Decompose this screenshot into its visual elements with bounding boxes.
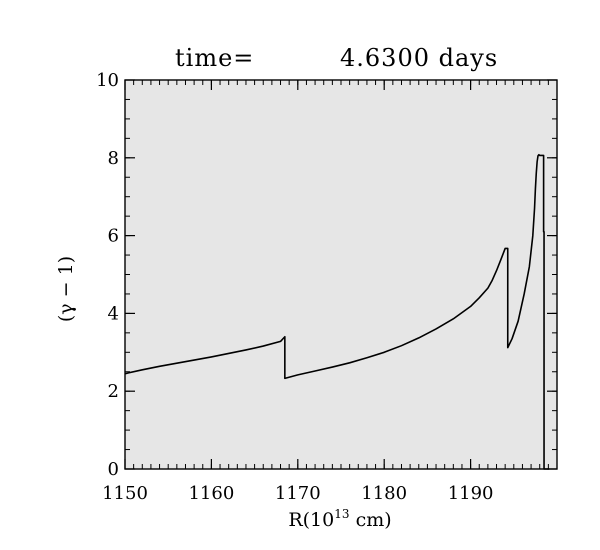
y-tick-label: 4 [108,303,119,324]
chart-title-prefix: time= [175,44,254,72]
x-axis-label-unit: cm) [350,509,392,531]
y-tick-label: 2 [108,381,119,402]
series-line [124,153,550,470]
x-axis-label: R(1013 cm) [288,507,391,531]
x-tick-label: 1170 [275,483,321,504]
y-tick-label: 0 [108,459,119,480]
x-axis-label-main: R(10 [288,509,334,531]
y-tick-label: 8 [108,148,119,169]
y-tick-label: 6 [108,226,119,247]
plot-frame [124,79,558,470]
x-tick-label: 1160 [188,483,234,504]
y-tick-label: 10 [96,70,119,91]
x-tick-label: 1190 [448,483,494,504]
y-axis-label: (γ − 1) [55,256,77,322]
chart-title-value: 4.6300 days [340,44,498,72]
x-tick-labels: 1150 1160 1170 1180 1190 [102,483,493,504]
y-tick-labels: 0 2 4 6 8 10 [96,70,119,480]
x-axis-label-exp: 13 [334,507,349,521]
x-tick-label: 1150 [102,483,148,504]
x-tick-label: 1180 [361,483,407,504]
plot-area [125,80,557,469]
